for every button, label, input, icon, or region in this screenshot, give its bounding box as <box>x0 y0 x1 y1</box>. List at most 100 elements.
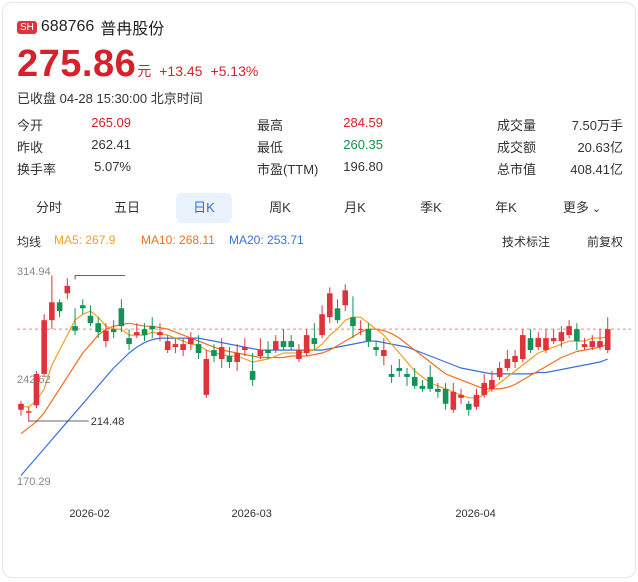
candle-body <box>303 335 310 354</box>
tab-label: 分时 <box>35 200 62 215</box>
tab-2[interactable]: 日K <box>176 193 232 223</box>
adjust-mode-button[interactable]: 前复权 <box>587 235 624 249</box>
candle-body <box>373 347 379 351</box>
kline-chart[interactable]: 314.94 242.62 170.29 214.48 2026-02 2026-03 20… <box>3 253 635 528</box>
candle-body <box>589 341 596 348</box>
ma10-label: MA10: 268.11 <box>141 233 215 247</box>
candle-body <box>527 338 534 351</box>
candle-body <box>581 344 588 348</box>
tech-icon: ⌵ <box>502 233 510 244</box>
candle-body <box>558 332 565 342</box>
stat-value: 5.07% <box>94 159 131 174</box>
candle-body <box>481 382 487 395</box>
tab-label: 日K <box>193 200 215 215</box>
ma5-line <box>21 310 608 408</box>
y-axis-label: 242.62 <box>17 374 51 386</box>
candle-body <box>79 305 86 309</box>
candle-body <box>319 314 325 336</box>
candle-body <box>56 302 63 312</box>
stat-label: 最低 <box>257 140 284 155</box>
stat-label: 换手率 <box>17 162 57 177</box>
period-tabs: 分时 五日 日K 周K 月K 季K 年K 更多 ⌄ <box>13 193 627 225</box>
candle-body <box>33 373 40 406</box>
stat-label: 成交额 <box>497 140 537 155</box>
tab-0[interactable]: 分时 <box>21 193 77 223</box>
tab-4[interactable]: 月K <box>327 193 383 223</box>
candle-body <box>504 359 511 368</box>
stock-name: 普冉股份 <box>100 21 165 38</box>
candle-body <box>396 367 403 371</box>
stat-value: 7.50万手 <box>571 118 623 133</box>
candle-body <box>512 356 518 362</box>
stat-value: 265.09 <box>91 115 131 130</box>
exchange-badge: SH <box>17 20 37 34</box>
ma20-line <box>20 337 608 476</box>
min-marker-label: 214.48 <box>91 416 125 428</box>
candle-body <box>272 341 279 351</box>
candle-body <box>72 326 78 331</box>
stat-label: 今开 <box>17 118 44 133</box>
candle-body <box>188 338 194 345</box>
tab-label: 五日 <box>113 200 140 215</box>
candle-body <box>365 329 372 342</box>
tab-label: 更多 <box>562 200 589 215</box>
stock-header: SH 688766 普冉股份 <box>17 15 164 39</box>
candle-body <box>450 391 457 410</box>
x-axis-label: 2026-03 <box>232 508 272 520</box>
candle-body <box>388 373 395 377</box>
candle-body <box>41 320 47 374</box>
candle-body <box>566 326 572 336</box>
candle-body <box>357 329 364 331</box>
tab-3[interactable]: 周K <box>252 193 308 223</box>
candle-body <box>458 394 464 398</box>
candle-body <box>327 293 333 318</box>
stat-value: 262.41 <box>91 137 131 152</box>
candle-body <box>574 329 580 342</box>
candle-body <box>87 315 94 324</box>
candle-body <box>257 350 264 357</box>
tech-annotation-label: 技术标注 <box>502 235 551 249</box>
current-price: 275.86 <box>17 43 137 85</box>
candle-body <box>126 338 132 345</box>
stat-label: 市盈(TTM) <box>257 162 319 177</box>
candle-body <box>520 335 526 360</box>
tab-label: 周K <box>269 200 291 215</box>
price-unit: 元 <box>137 63 152 79</box>
candle-body <box>172 344 179 348</box>
candle-body <box>249 370 256 380</box>
tab-7[interactable]: 更多 ⌄ <box>554 193 610 223</box>
tab-label: 季K <box>420 200 442 215</box>
candle-body <box>203 359 210 395</box>
stock-code: 688766 <box>40 18 95 35</box>
candle-body <box>265 350 271 354</box>
candle-body <box>18 403 24 410</box>
x-axis-label: 2026-04 <box>455 508 495 520</box>
candle-body <box>465 403 472 410</box>
tab-1[interactable]: 五日 <box>99 193 155 223</box>
candle-body <box>134 332 140 336</box>
candle-body <box>118 308 125 327</box>
tab-6[interactable]: 年K <box>478 193 534 223</box>
ma20-label: MA20: 253.71 <box>229 233 304 247</box>
candle-body <box>103 330 109 342</box>
candle-body <box>288 341 294 348</box>
candle-body <box>604 329 611 351</box>
candle-body <box>164 341 171 351</box>
candle-body <box>419 385 426 389</box>
candle-body <box>427 376 433 389</box>
candle-body <box>535 338 542 348</box>
stat-label: 成交量 <box>497 118 537 133</box>
candle-body <box>342 290 349 306</box>
candle-body <box>280 341 287 348</box>
candle-body <box>381 350 387 357</box>
tab-5[interactable]: 季K <box>403 193 459 223</box>
stats-grid: 今开 265.09 最高 284.59 成交量 7.50万手 昨收 262.41 最低 260.3… <box>3 115 637 185</box>
stat-value: 20.63亿 <box>577 140 623 155</box>
stat-value: 260.35 <box>343 137 383 152</box>
candle-body <box>489 379 495 389</box>
candle-body <box>234 353 240 362</box>
stat-label: 昨收 <box>17 140 44 155</box>
stat-value: 408.41亿 <box>570 162 623 177</box>
candle-body <box>110 329 117 333</box>
